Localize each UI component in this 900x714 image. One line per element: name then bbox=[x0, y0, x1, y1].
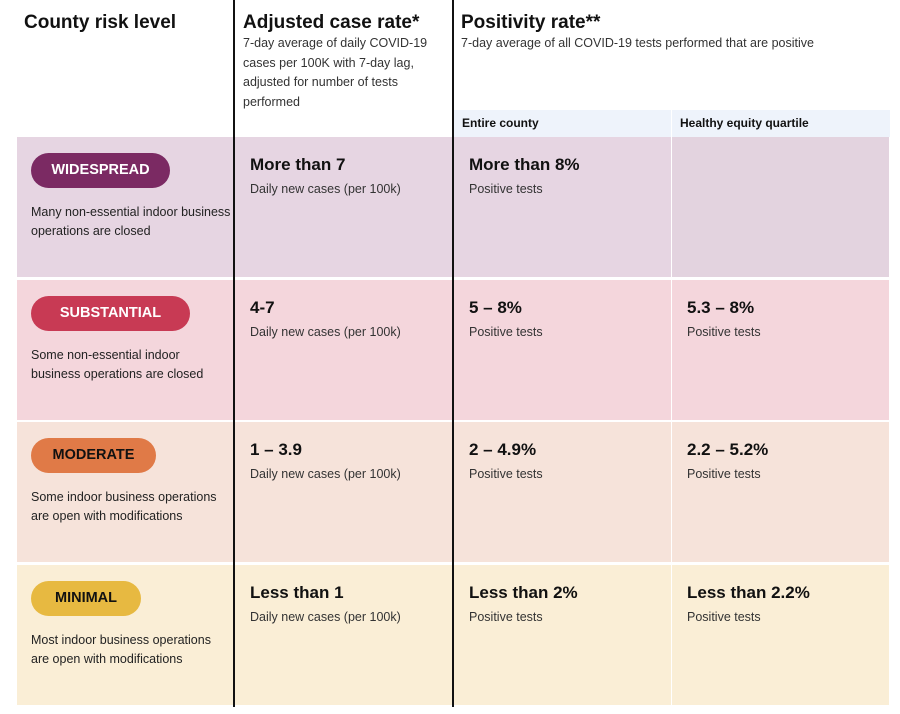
equity-quartile-cell: 2.2 – 5.2% Positive tests bbox=[672, 422, 890, 563]
equity-quartile-value: Less than 2.2% bbox=[687, 582, 810, 602]
entire-county-subheader: Entire county bbox=[454, 110, 671, 137]
case-rate-cell: 1 – 3.9 Daily new cases (per 100k) bbox=[235, 422, 453, 563]
entire-county-value: 2 – 4.9% bbox=[469, 440, 537, 459]
entire-county-cell: More than 8% Positive tests bbox=[454, 137, 672, 278]
tier-badge: WIDESPREAD bbox=[31, 153, 170, 188]
risk-level-cell: MODERATE Some indoor business operations … bbox=[17, 422, 234, 563]
risk-level-cell: MINIMAL Most indoor business operations a… bbox=[17, 564, 234, 706]
equity-quartile-value: 5.3 – 8% bbox=[687, 297, 755, 317]
tier-description: Most indoor business operations are open… bbox=[31, 632, 211, 666]
case-rate-header: Adjusted case rate* bbox=[243, 12, 420, 33]
risk-level-cell: WIDESPREAD Many non-essential indoor busi… bbox=[17, 137, 234, 278]
equity-quartile-cell: 5.3 – 8% Positive tests bbox=[672, 279, 890, 421]
case-rate-label: Daily new cases (per 100k) bbox=[250, 182, 401, 196]
entire-county-label: Positive tests bbox=[469, 182, 543, 196]
tier-badge: SUBSTANTIAL bbox=[31, 295, 190, 331]
positivity-rate-header: Positivity rate** bbox=[461, 12, 601, 33]
entire-county-label: Positive tests bbox=[469, 324, 543, 339]
tier-description: Some indoor business operations are open… bbox=[31, 490, 217, 523]
equity-quartile-subheader: Healthy equity quartile bbox=[672, 110, 890, 137]
entire-county-label: Positive tests bbox=[469, 609, 543, 624]
entire-county-value: 5 – 8% bbox=[469, 297, 522, 317]
entire-county-label: Positive tests bbox=[469, 467, 543, 481]
case-rate-value: More than 7 bbox=[250, 155, 346, 174]
case-rate-value: 1 – 3.9 bbox=[250, 440, 302, 459]
case-rate-label: Daily new cases (per 100k) bbox=[250, 324, 401, 339]
tier-description: Many non-essential indoor business opera… bbox=[31, 205, 231, 238]
tier-description: Some non-essential indoor business opera… bbox=[31, 347, 204, 381]
equity-quartile-label: Positive tests bbox=[687, 324, 761, 339]
equity-quartile-value: 2.2 – 5.2% bbox=[687, 440, 769, 459]
case-rate-label: Daily new cases (per 100k) bbox=[250, 467, 401, 481]
column-divider bbox=[452, 0, 454, 707]
case-rate-cell: 4-7 Daily new cases (per 100k) bbox=[235, 279, 453, 421]
entire-county-cell: 2 – 4.9% Positive tests bbox=[454, 422, 672, 563]
entire-county-value: Less than 2% bbox=[469, 582, 578, 602]
equity-quartile-label: Positive tests bbox=[687, 609, 761, 624]
case-rate-label: Daily new cases (per 100k) bbox=[250, 609, 401, 624]
entire-county-cell: 5 – 8% Positive tests bbox=[454, 279, 672, 421]
equity-quartile-cell: Less than 2.2% Positive tests bbox=[672, 564, 890, 706]
column-divider bbox=[233, 0, 235, 707]
equity-quartile-label: Positive tests bbox=[687, 467, 761, 481]
entire-county-value: More than 8% bbox=[469, 155, 580, 174]
risk-level-header: County risk level bbox=[24, 12, 177, 33]
case-rate-value: Less than 1 bbox=[250, 582, 344, 602]
case-rate-description: 7-day average of daily COVID-19 cases pe… bbox=[243, 36, 428, 109]
entire-county-cell: Less than 2% Positive tests bbox=[454, 564, 672, 706]
case-rate-value: 4-7 bbox=[250, 297, 275, 317]
risk-level-cell: SUBSTANTIAL Some non-essential indoor bus… bbox=[17, 279, 234, 421]
case-rate-cell: More than 7 Daily new cases (per 100k) bbox=[235, 137, 453, 278]
positivity-rate-description: 7-day average of all COVID-19 tests perf… bbox=[461, 36, 814, 50]
tier-badge: MINIMAL bbox=[31, 580, 141, 616]
tier-badge: MODERATE bbox=[31, 438, 156, 473]
equity-quartile-cell bbox=[672, 137, 890, 278]
case-rate-cell: Less than 1 Daily new cases (per 100k) bbox=[235, 564, 453, 706]
